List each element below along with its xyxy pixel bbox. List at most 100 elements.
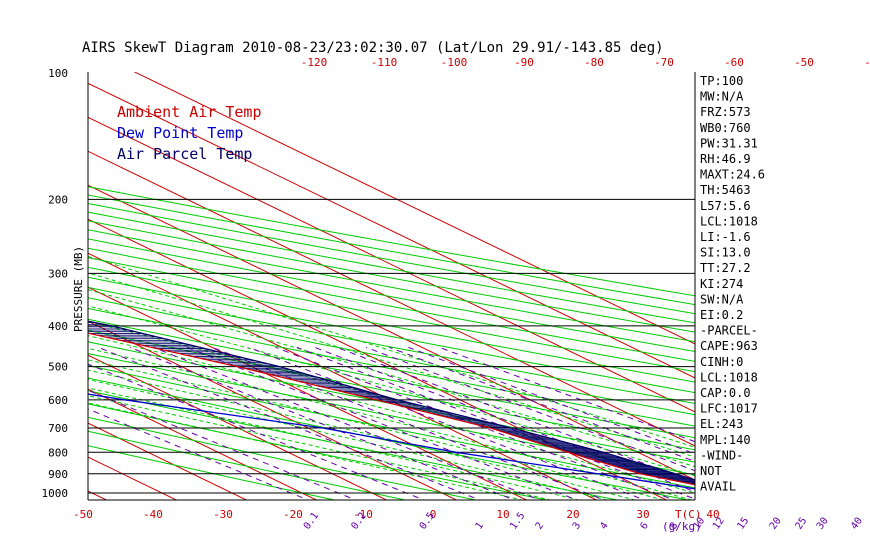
pressure-tick-label: 100 [48,67,68,80]
isotherm [88,82,695,379]
mixing-ratio-line [88,363,426,500]
dry-adiabat [88,186,695,297]
stat-line: L57:5.6 [700,199,751,213]
pressure-tick-label: 200 [48,193,68,206]
isotherm [88,422,248,500]
moist-adiabat [88,289,695,468]
bottom-temp-tick-label: 0 [430,508,437,521]
mixing-ratio-tick-label: 25 [794,516,810,532]
mixing-ratio-line [88,408,310,500]
stat-line: RH:46.9 [700,152,751,166]
mixing-ratio-tick-label: 0.1 [302,511,321,532]
top-temp-tick-label: -70 [654,56,674,69]
pressure-tick-label: 600 [48,394,68,407]
mixing-ratio-line [439,346,695,443]
isotherm [88,252,598,500]
stat-line: NOT [700,464,722,478]
mixing-ratio-line [129,346,516,500]
dew-point-temp-line [88,393,695,490]
top-temp-tick-label: -60 [724,56,744,69]
mixing-ratio-tick-label: 6 [638,520,650,531]
mixing-ratio-line [389,346,695,462]
stat-line: FRZ:573 [700,105,751,119]
top-temp-tick-label: -80 [584,56,604,69]
mixing-ratio-tick-label: 1 [474,520,486,531]
ambient-air-temp-line [88,332,695,486]
stat-line: LCL:1018 [700,370,758,384]
stat-line: TT:27.2 [700,261,751,275]
mixing-ratio-line [275,346,676,500]
mixing-ratio-line [314,346,695,493]
stat-line: PW:31.31 [700,136,758,150]
dry-adiabat [88,390,620,500]
stat-line: LCL:1018 [700,214,758,228]
bottom-temp-tick-label: -30 [213,508,233,521]
mixing-ratio-tick-label: 15 [735,516,751,532]
legend: Ambient Air Temp Dew Point Temp Air Parcel… [117,103,262,163]
dry-adiabat [88,318,695,439]
stat-line: KI:274 [700,277,743,291]
stat-line: SW:N/A [700,292,744,306]
moist-adiabat [88,378,609,500]
legend-entry: Dew Point Temp [117,124,243,142]
bottom-temp-tick-label: -50 [73,508,93,521]
dry-adiabat [88,229,695,343]
dry-adiabat [88,247,695,362]
stat-line: SI:13.0 [700,246,751,260]
y-axis-label: PRESSURE (MB) [72,246,85,332]
moist-adiabat [88,402,525,500]
sounding-profiles [88,320,695,490]
legend-entry: Air Parcel Temp [117,145,252,163]
isotherm [88,354,388,500]
isotherm [0,54,58,511]
dry-adiabat [88,430,408,500]
pressure-lines [88,198,695,494]
mixing-ratio-line [365,346,695,472]
pressure-tick-label: 1000 [42,487,69,500]
mixing-ratio-tick-label: 4 [598,520,610,531]
mixing-ratio-line [296,346,695,500]
dry-adiabat [88,286,695,405]
top-temp-tick-label: -100 [441,56,468,69]
mixing-ratio-tick-label: 20 [768,516,784,532]
temp-unit-label: T(C) [675,508,702,521]
top-temp-tick-label: -50 [794,56,814,69]
mixing-ratio-line [98,346,482,500]
top-temp-tick-label: -110 [371,56,398,69]
top-temp-tick-label: -120 [301,56,328,69]
mixing-ratio-tick-label: 2 [534,520,546,531]
isotherm [88,184,695,481]
dry-adiabat [88,202,695,315]
stat-line: MAXT:24.6 [700,168,765,182]
legend-entry: Ambient Air Temp [117,103,262,121]
mixing-ratio-line [153,346,542,500]
cape-hatch [88,322,695,485]
moist-adiabat [88,359,666,500]
mixing-ratio-line [336,346,695,484]
moist-adiabat [88,255,695,448]
pressure-tick-label: 500 [48,361,68,374]
bottom-temp-tick-label: 30 [636,508,649,521]
stat-line: -WIND- [700,448,743,462]
air-parcel-temp-line [88,320,695,481]
mixing-ratio-tick-label: 3 [571,520,583,531]
isotherm [88,150,695,447]
stat-line: MPL:140 [700,433,751,447]
stat-line: CAPE:963 [700,339,758,353]
mixing-ratio-tick-label: 1.5 [508,511,527,532]
chart-title: AIRS SkewT Diagram 2010-08-23/23:02:30.0… [82,40,664,56]
dry-adiabat [88,276,695,394]
bottom-temp-tick-label: 10 [496,508,509,521]
isotherm [88,388,318,500]
stat-line: TH:5463 [700,183,751,197]
stat-line: MW:N/A [700,90,744,104]
isotherm [88,490,108,500]
moist-adiabat [88,369,637,500]
pressure-tick-label: 900 [48,468,68,481]
bottom-temp-tick-label: 40 [706,508,719,521]
dry-adiabat [88,220,695,333]
mixing-ratio-line [212,346,606,500]
stat-line: CAP:0.0 [700,386,751,400]
